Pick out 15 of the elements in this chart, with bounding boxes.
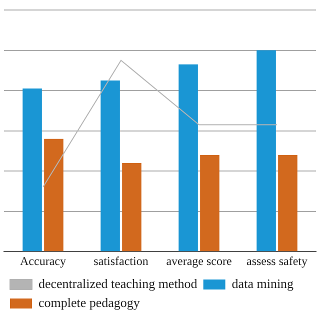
bar: [22, 88, 42, 252]
x-tick-label: Accuracy: [20, 254, 66, 268]
legend-label: complete pedagogy: [38, 294, 140, 310]
bar: [122, 163, 142, 252]
legend-label: data mining: [232, 276, 294, 291]
bar: [100, 80, 120, 252]
bar: [278, 154, 298, 252]
x-tick-label: satisfaction: [94, 254, 148, 268]
bar: [200, 154, 220, 252]
legend-label: decentralized teaching method: [38, 276, 198, 291]
bar: [178, 64, 198, 252]
bar: [256, 50, 276, 252]
bar: [44, 138, 64, 252]
x-tick-label: average score: [166, 254, 232, 268]
x-tick-label: assess safety: [246, 254, 308, 268]
